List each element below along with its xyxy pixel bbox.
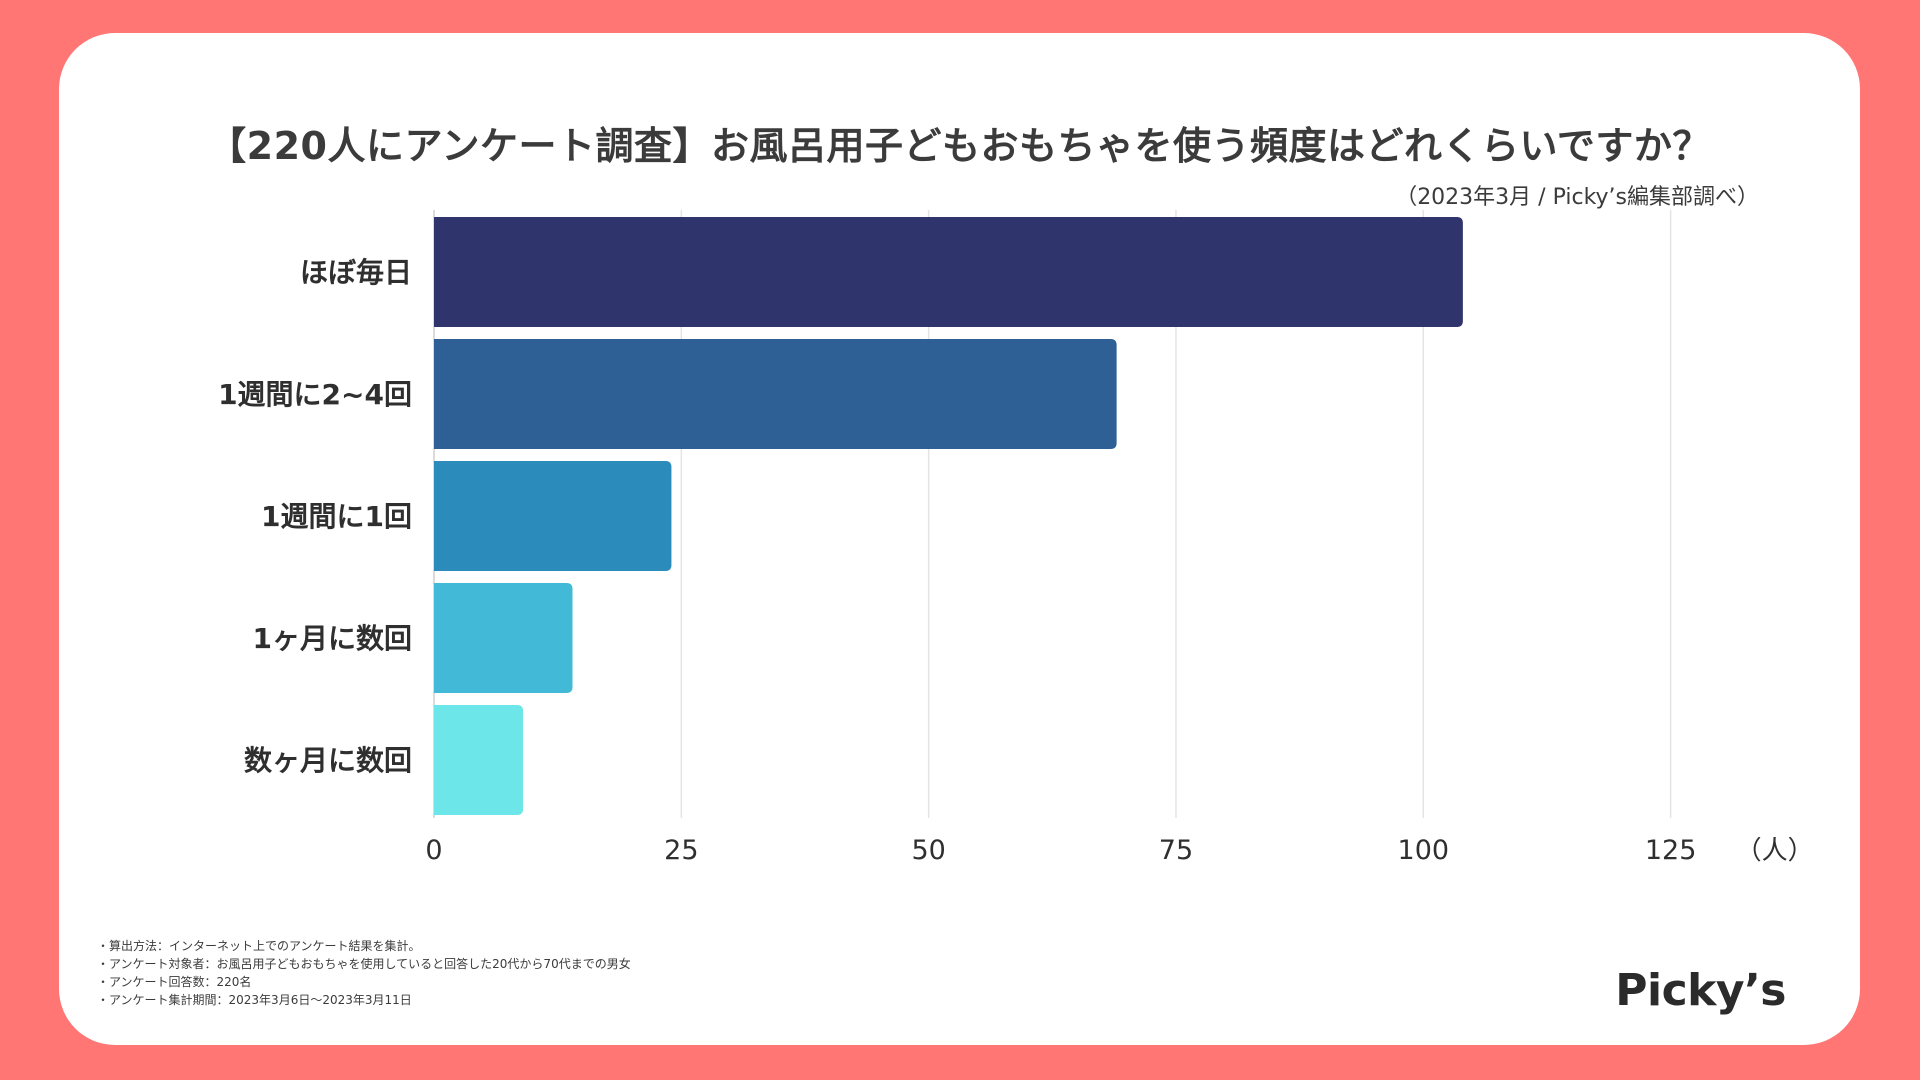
category-label: 1週間に1回: [261, 500, 412, 533]
category-label: 1ヶ月に数回: [253, 622, 412, 655]
bar: [434, 461, 672, 571]
category-label: 数ヶ月に数回: [244, 744, 412, 777]
note-line: ・アンケート集計期間：2023年3月6日〜2023年3月11日: [97, 993, 412, 1007]
x-tick-label: 25: [664, 835, 698, 863]
note-line: ・アンケート対象者：お風呂用子どもおもちゃを使用していると回答した20代から70…: [97, 957, 631, 971]
bar-chart: 0 25 50 75 100 125 （人） ほぼ毎日 1週間に2~4回 1週間に1回 1ヶ月に数回…: [218, 210, 1814, 863]
note-line: ・算出方法：インターネット上でのアンケート結果を集計。: [97, 939, 421, 953]
x-tick-label: 75: [1159, 835, 1193, 863]
x-tick-label: 50: [911, 835, 945, 863]
chart-subtitle: （2023年3月 / Picky’s編集部調べ）: [1395, 185, 1759, 210]
x-tick-label: 100: [1398, 835, 1450, 863]
chart-title: 【220人にアンケート調査】お風呂用子どもおもちゃを使う頻度はどれくらいですか？: [208, 124, 1711, 168]
survey-notes: ・算出方法：インターネット上でのアンケート結果を集計。 ・アンケート対象者：お風…: [97, 937, 631, 1009]
bar: [434, 217, 1463, 327]
x-tick-label: 125: [1645, 835, 1697, 863]
pickys-logo: Picky’s: [1615, 965, 1786, 1016]
bar: [434, 339, 1117, 449]
x-tick-label: 0: [425, 835, 442, 863]
x-axis-unit-label: （人）: [1736, 836, 1814, 863]
chart-card: 【220人にアンケート調査】お風呂用子どもおもちゃを使う頻度はどれくらいですか？…: [59, 33, 1860, 1045]
bar: [434, 583, 573, 693]
bar: [434, 705, 524, 815]
category-label: ほぼ毎日: [300, 256, 412, 289]
category-label: 1週間に2~4回: [218, 378, 412, 411]
note-line: ・アンケート回答数：220名: [97, 975, 252, 989]
